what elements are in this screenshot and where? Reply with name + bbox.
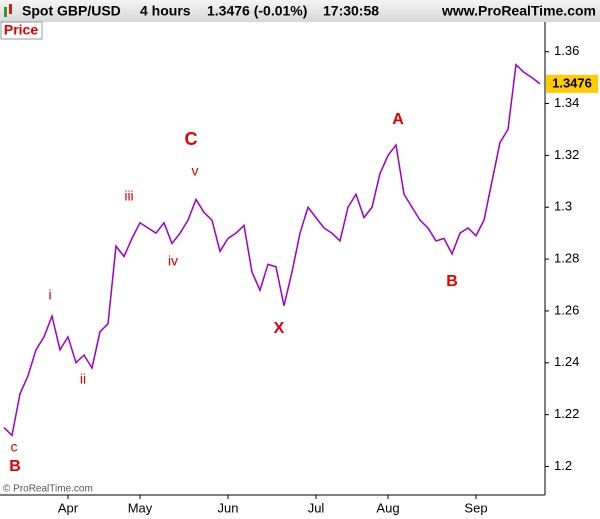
y-tick-label: 1.22 [554, 406, 579, 421]
wave-label: v [192, 163, 199, 179]
wave-label: B [446, 273, 458, 290]
y-tick-label: 1.24 [554, 354, 579, 369]
site: www.ProRealTime.com [441, 3, 596, 19]
x-tick-label: Apr [58, 500, 79, 515]
wave-label: X [274, 320, 285, 337]
y-tick-label: 1.36 [554, 43, 579, 58]
x-tick-label: Aug [376, 500, 399, 515]
footer: © ProRealTime.com [3, 484, 93, 495]
time: 17:30:58 [323, 3, 379, 19]
instrument: Spot GBP/USD [22, 3, 121, 19]
wave-label: ii [80, 371, 86, 387]
x-tick-label: May [128, 500, 153, 515]
x-tick-label: Jul [308, 500, 325, 515]
header-icon [9, 4, 12, 14]
wave-label: c [11, 439, 18, 455]
y-tick-label: 1.26 [554, 302, 579, 317]
quote: 1.3476 (-0.01%) [207, 3, 307, 19]
last-price-label: 1.3476 [552, 75, 592, 90]
panel-label-box [0, 21, 43, 40]
wave-label: A [392, 111, 404, 128]
wave-label: C [185, 129, 198, 149]
y-tick-label: 1.3 [554, 199, 572, 214]
panel-label: Price [4, 22, 38, 38]
y-tick-label: 1.2 [554, 458, 572, 473]
wave-label: iv [168, 253, 178, 269]
x-tick-label: Sep [464, 500, 487, 515]
wave-label: i [48, 287, 51, 303]
x-tick-label: Jun [218, 500, 239, 515]
price-line [3, 63, 541, 437]
wave-label: B [9, 458, 21, 475]
y-tick-label: 1.28 [554, 251, 579, 266]
y-tick-label: 1.34 [554, 95, 579, 110]
last-price-box [546, 74, 598, 93]
header-icon [4, 7, 7, 17]
y-tick-label: 1.32 [554, 147, 579, 162]
timeframe: 4 hours [140, 3, 191, 19]
wave-label: iii [124, 188, 133, 204]
header-bar [0, 0, 600, 22]
